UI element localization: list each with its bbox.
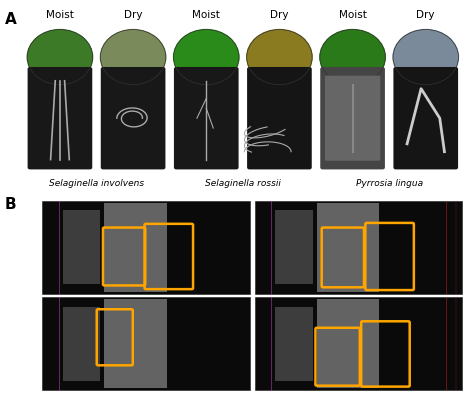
Text: B: B <box>5 197 16 212</box>
Text: Dry: Dry <box>417 10 435 20</box>
FancyBboxPatch shape <box>320 67 385 169</box>
Text: Selaginella involvens: Selaginella involvens <box>49 179 144 188</box>
Text: Moist: Moist <box>192 10 220 20</box>
Bar <box>276 307 313 381</box>
FancyBboxPatch shape <box>255 297 462 390</box>
Bar <box>317 203 379 292</box>
Circle shape <box>247 30 312 85</box>
Text: Dry: Dry <box>270 10 289 20</box>
FancyBboxPatch shape <box>174 67 239 169</box>
Bar <box>63 307 100 381</box>
Text: Dry: Dry <box>124 10 142 20</box>
Bar <box>317 299 379 388</box>
Bar <box>105 203 167 292</box>
FancyBboxPatch shape <box>393 67 458 169</box>
FancyBboxPatch shape <box>42 297 250 390</box>
Bar <box>63 210 100 284</box>
Text: Moist: Moist <box>46 10 74 20</box>
FancyBboxPatch shape <box>247 67 312 169</box>
FancyBboxPatch shape <box>255 201 462 294</box>
FancyBboxPatch shape <box>42 201 250 294</box>
FancyBboxPatch shape <box>101 67 165 169</box>
Circle shape <box>174 30 239 85</box>
Circle shape <box>100 30 166 85</box>
Circle shape <box>27 30 92 85</box>
FancyBboxPatch shape <box>28 67 92 169</box>
Text: Pyrrosia lingua: Pyrrosia lingua <box>355 179 423 188</box>
Text: Selaginella rossii: Selaginella rossii <box>205 179 281 188</box>
Bar <box>276 210 313 284</box>
Text: A: A <box>5 12 16 27</box>
FancyBboxPatch shape <box>325 76 380 161</box>
Text: Moist: Moist <box>339 10 367 20</box>
Bar <box>105 299 167 388</box>
Circle shape <box>320 30 385 85</box>
Circle shape <box>393 30 459 85</box>
